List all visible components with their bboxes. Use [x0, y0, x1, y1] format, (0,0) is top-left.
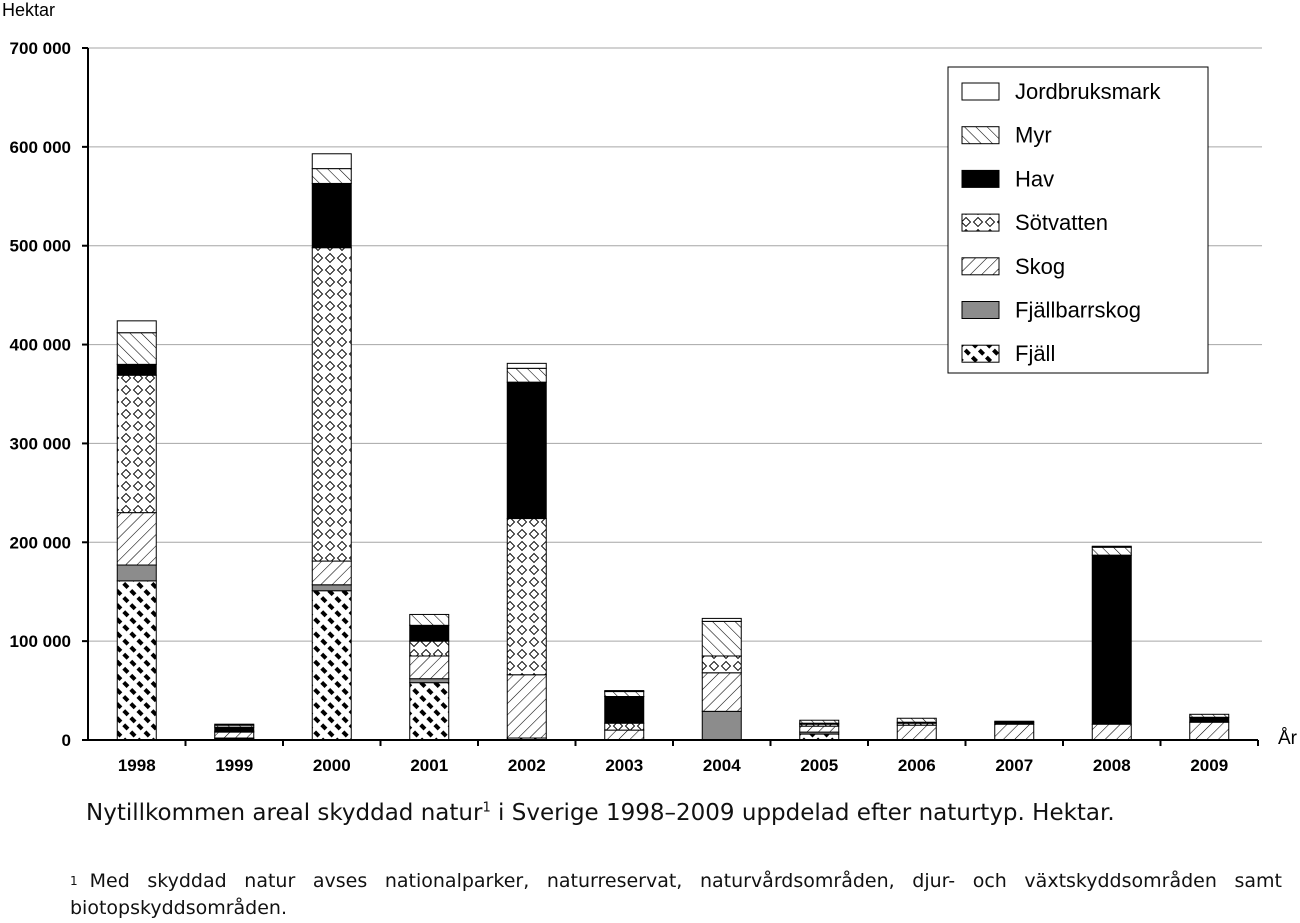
y-axis-title: Hektar: [2, 0, 55, 20]
legend-label: Sötvatten: [1015, 210, 1108, 235]
bar-segment: [799, 719, 840, 724]
legend-swatch: [961, 126, 1000, 145]
legend-label: Fjäll: [1015, 341, 1055, 366]
bar-segment: [604, 696, 645, 724]
bar-segment: [1189, 721, 1230, 741]
bar-segment: [311, 247, 352, 562]
x-tick-label: 2001: [410, 756, 448, 775]
y-tick-label: 100 000: [10, 632, 71, 651]
bar-segment: [214, 723, 255, 726]
bar-segment: [409, 624, 450, 642]
x-tick-label: 2006: [898, 756, 936, 775]
bar-segment: [311, 560, 352, 586]
x-tick-label: 2003: [605, 756, 643, 775]
legend-swatch: [961, 213, 1000, 232]
y-tick-label: 500 000: [10, 237, 71, 256]
bars: [116, 153, 1230, 741]
y-tick-label: 200 000: [10, 533, 71, 552]
bar-segment: [116, 580, 157, 741]
bar-segment: [604, 690, 645, 693]
bar-segment: [506, 518, 547, 676]
x-tick-label: 2009: [1190, 756, 1228, 775]
y-tick-label: 0: [62, 731, 71, 750]
bar-segment: [701, 672, 742, 712]
x-tick-label: 2007: [995, 756, 1033, 775]
bar-segment: [409, 682, 450, 741]
bar-segment: [506, 674, 547, 739]
bar-segment: [116, 320, 157, 334]
footnote: 1 Med skyddad natur avses nationalparker,…: [70, 868, 1282, 922]
bar-segment: [311, 590, 352, 741]
bar-segment: [409, 613, 450, 626]
legend-swatch: [961, 82, 1000, 101]
bar-segment: [701, 620, 742, 657]
bar-segment: [1091, 723, 1132, 741]
bar-segment: [1091, 545, 1132, 548]
bar-segment: [1091, 546, 1132, 556]
bar-segment: [311, 584, 352, 592]
bar-segment: [311, 182, 352, 249]
bar-segment: [116, 332, 157, 365]
bar-segment: [506, 367, 547, 383]
footnote-mark: 1: [70, 874, 78, 888]
bar-segment: [409, 678, 450, 684]
bar-segment: [896, 724, 937, 741]
bar-segment: [1091, 554, 1132, 725]
bar-segment: [994, 720, 1035, 723]
footnote-text: Med skyddad natur avses nationalparker, …: [70, 870, 1282, 919]
bar-segment: [604, 691, 645, 698]
caption-text-rest: i Sverige 1998–2009 uppdelad efter natur…: [490, 800, 1115, 826]
legend-swatch: [961, 257, 1000, 276]
legend-swatch: [961, 301, 1000, 319]
bar-segment: [116, 363, 157, 376]
bar-segment: [994, 723, 1035, 741]
bar-segment: [701, 710, 742, 741]
y-tick-label: 300 000: [10, 434, 71, 453]
bar-segment: [1189, 716, 1230, 723]
x-tick-label: 2002: [508, 756, 546, 775]
x-tick-label: 2004: [703, 756, 741, 775]
bar-segment: [214, 731, 255, 739]
caption-text: Nytillkommen areal skyddad natur: [86, 800, 483, 826]
axes: 0 100 000 200 000 300 000 400 000 500 000 600 …: [2, 0, 1298, 775]
bar-segment: [116, 374, 157, 514]
bar-segment: [409, 655, 450, 680]
bar-segment: [604, 729, 645, 741]
bar-segment: [604, 722, 645, 731]
y-tick-label: 700 000: [10, 39, 71, 58]
legend-swatch: [961, 344, 1000, 363]
bar-segment: [1189, 713, 1230, 718]
bar-segment: [409, 640, 450, 657]
bar-segment: [799, 725, 840, 733]
bar-segment: [701, 617, 742, 622]
x-tick-label: 1998: [118, 756, 156, 775]
y-tick-label: 600 000: [10, 138, 71, 157]
x-axis-title: År: [1278, 728, 1298, 749]
bar-segment: [116, 512, 157, 566]
y-tick-label: 400 000: [10, 336, 71, 355]
bar-segment: [506, 381, 547, 520]
stacked-bar-chart: 0 100 000 200 000 300 000 400 000 500 000 600 …: [2, 0, 1298, 775]
x-tick-label: 2000: [313, 756, 351, 775]
bar-segment: [214, 726, 255, 732]
bar-segment: [506, 362, 547, 369]
grid-lines: [88, 47, 1262, 642]
legend-label: Fjällbarrskog: [1015, 298, 1141, 323]
legend-swatch: [961, 169, 1000, 188]
x-tick-label: 1999: [215, 756, 253, 775]
legend-label: Skog: [1015, 254, 1065, 279]
legend: Jordbruksmark Myr Hav Sötvatten Skog Fjällbar…: [947, 66, 1209, 374]
legend-label: Myr: [1015, 123, 1052, 148]
caption-footnote-mark: 1: [482, 800, 491, 816]
x-tick-label: 2005: [800, 756, 838, 775]
bar-segment: [896, 717, 937, 723]
x-tick-label: 2008: [1093, 756, 1131, 775]
bar-segment: [311, 153, 352, 170]
legend-label: Jordbruksmark: [1015, 79, 1161, 104]
bar-segment: [701, 655, 742, 674]
bar-segment: [311, 168, 352, 184]
legend-label: Hav: [1015, 166, 1054, 191]
chart-caption: Nytillkommen areal skyddad natur1 i Sver…: [86, 800, 1115, 826]
bar-segment: [116, 564, 157, 582]
